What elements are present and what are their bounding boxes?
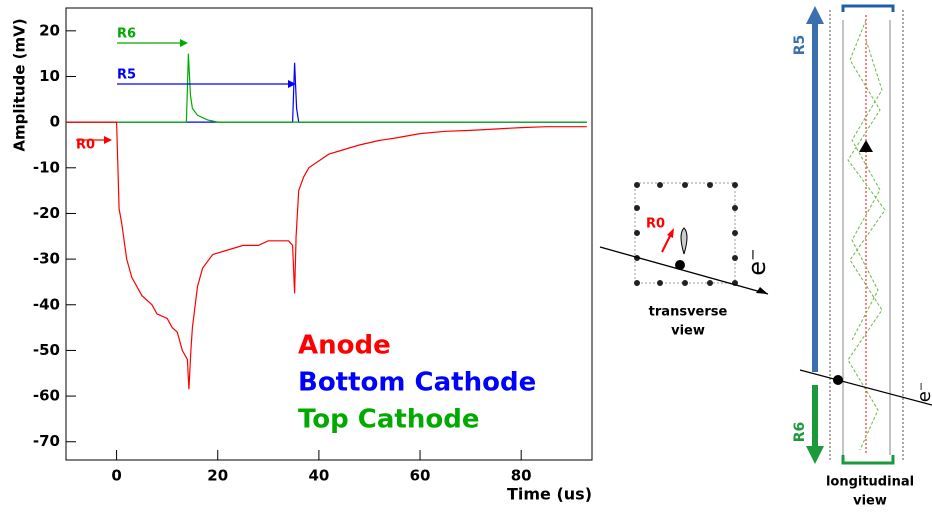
x-tick-label: 60: [410, 467, 431, 485]
legend-entry: Anode: [298, 331, 391, 361]
y-tick-label: -70: [33, 432, 60, 450]
legend-entry: Bottom Cathode: [298, 368, 536, 398]
vertex: [675, 260, 685, 270]
r0-label: R0: [646, 217, 665, 232]
r6-label: R6: [792, 422, 808, 443]
annotation: R5: [117, 68, 136, 83]
annotation-arrowhead: [180, 39, 188, 47]
y-tick-label: -10: [33, 158, 60, 176]
legend-entry: Top Cathode: [298, 405, 479, 435]
series-line: [66, 121, 587, 390]
y-tick-label: 10: [39, 67, 60, 85]
trajectory: [847, 19, 886, 451]
bottom-bracket: [841, 455, 895, 465]
plot-frame: [65, 7, 593, 461]
transverse-diagram: R0 e⁻ transverse view: [599, 182, 771, 339]
series-line: [66, 53, 587, 123]
r6-arrowhead: [806, 446, 824, 464]
y-tick-label: -60: [33, 387, 60, 405]
trajectory: [851, 39, 883, 341]
y-tick-label: 0: [50, 113, 60, 131]
x-tick-label: 0: [111, 467, 121, 485]
track: [799, 369, 932, 406]
drift: [680, 227, 688, 255]
x-tick-label: 40: [308, 467, 329, 485]
annotation: R6: [117, 27, 136, 42]
r0-arrowhead: [667, 228, 674, 238]
particle-label: e⁻: [743, 248, 771, 275]
longitudinal-diagram: R5 R6 e⁻ longitudinal view: [792, 4, 932, 509]
track: [599, 246, 769, 295]
track-arrowhead: [756, 287, 768, 294]
x-tick-label: 80: [511, 467, 532, 485]
y-tick-label: -40: [33, 295, 60, 313]
top-bracket: [841, 4, 895, 12]
y-tick-label: -20: [33, 204, 60, 222]
x-axis-label: Time (us): [507, 485, 592, 504]
y-tick-label: 20: [39, 21, 60, 39]
y-axis-label: Amplitude (mV): [11, 18, 29, 151]
series-line: [66, 62, 587, 123]
annotation-arrowhead: [288, 80, 296, 88]
annotation: R0: [76, 138, 95, 153]
caption: transverse: [649, 305, 728, 320]
y-tick-label: -30: [33, 250, 60, 268]
particle-label: e⁻: [914, 382, 932, 403]
caption: longitudinal: [826, 475, 914, 490]
r5-arrowhead: [806, 6, 824, 24]
x-tick-label: 20: [207, 467, 228, 485]
vertex: [833, 375, 843, 385]
spot: [859, 140, 873, 152]
y-tick-label: -50: [33, 341, 60, 359]
caption: view: [671, 324, 705, 339]
r5-label: R5: [792, 35, 808, 56]
caption: view: [853, 494, 887, 509]
annotation-arrowhead: [104, 136, 112, 144]
